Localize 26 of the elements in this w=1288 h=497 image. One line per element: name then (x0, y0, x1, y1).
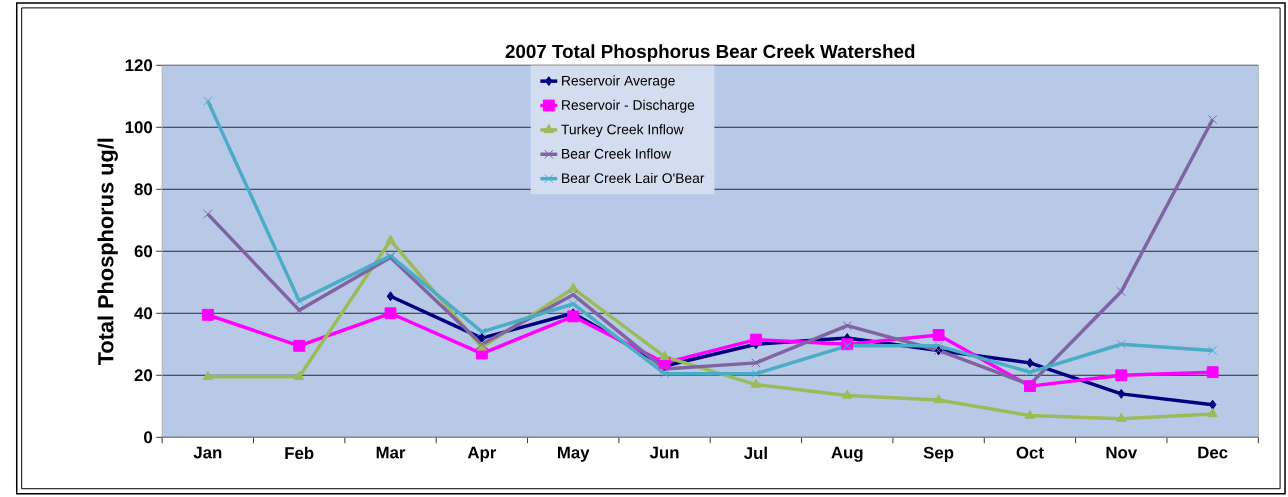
legend-label: Reservoir - Discharge (562, 99, 695, 113)
y-tick-label: 120 (125, 59, 153, 72)
x-tick-label: Jul (744, 446, 767, 460)
legend-label: Bear Creek Lair O'Bear (562, 173, 705, 184)
y-tick-label: 100 (125, 121, 153, 134)
x-tick-label: Aug (831, 446, 863, 463)
legend-label: Bear Creek Inflow (562, 148, 672, 159)
legend-label: Reservoir Average (562, 75, 675, 89)
y-tick-label: 60 (134, 245, 153, 258)
y-tick-label: 0 (144, 431, 153, 444)
y-tick-label: 40 (134, 307, 153, 320)
y-tick-label: 20 (134, 369, 153, 382)
y-axis-title: Total Phosphorus ug/l (97, 138, 118, 366)
x-tick-label: Jan (193, 446, 222, 459)
x-tick-label: May (557, 446, 590, 462)
x-tick-label: Dec (1198, 446, 1228, 459)
x-tick-label: Sep (923, 446, 954, 463)
x-tick-label: Feb (285, 446, 314, 460)
x-tick-label: Nov (1106, 446, 1138, 459)
x-tick-label: Oct (1016, 446, 1044, 459)
legend-label: Turkey Creek Inflow (561, 124, 684, 138)
x-tick-label: Jun (649, 446, 679, 459)
x-tick-label: Apr (467, 446, 497, 462)
x-tick-label: Mar (376, 446, 406, 459)
chart-title: 2007 Total Phosphorus Bear Creek Watershed (505, 44, 915, 62)
y-tick-label: 80 (134, 183, 153, 196)
